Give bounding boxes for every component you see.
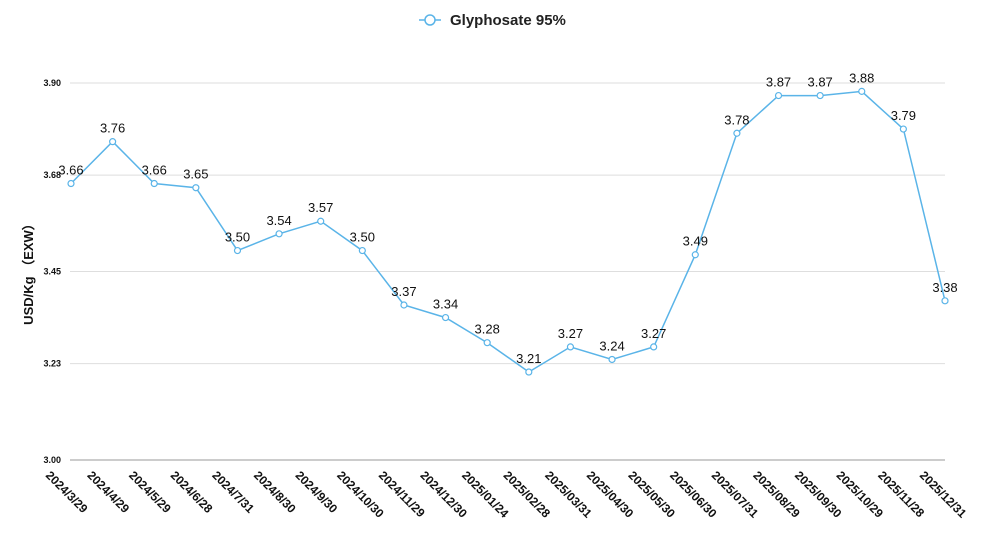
data-label: 3.37 (391, 284, 416, 299)
data-label: 3.24 (599, 338, 624, 353)
legend-label: Glyphosate 95% (450, 12, 566, 29)
data-point (816, 91, 824, 100)
legend: Glyphosate 95% (419, 12, 566, 29)
grid-lines (70, 82, 945, 461)
y-tick-label: 3.00 (43, 455, 61, 465)
data-point (858, 87, 866, 95)
data-label: 3.88 (849, 70, 874, 85)
data-point (358, 246, 366, 255)
x-tick-label: 2024/8/30 (251, 468, 299, 516)
data-labels: 3.66 3.76 3.66 3.65 3.50 3.54 3.57 3.50 3.37 3.34… (58, 70, 957, 366)
x-tick-label: 2024/6/28 (168, 468, 216, 516)
data-label: 3.27 (558, 326, 583, 341)
data-label: 3.78 (724, 112, 749, 127)
series-line (70, 90, 946, 373)
data-label: 3.54 (266, 213, 291, 228)
data-label: 3.87 (807, 75, 832, 90)
data-point (566, 343, 575, 351)
y-axis-ticks: 3.00 3.23 3.45 3.68 3.90 (43, 78, 61, 465)
data-point (691, 251, 699, 259)
data-label: 3.34 (433, 297, 458, 312)
data-point (275, 230, 283, 238)
y-tick-label: 3.68 (43, 170, 61, 180)
data-point (233, 246, 242, 255)
x-tick-label: 2024/4/29 (84, 468, 132, 516)
data-label: 3.66 (58, 163, 83, 178)
data-point (400, 301, 408, 309)
x-tick-label: 2024/3/29 (43, 468, 91, 516)
data-label: 3.50 (225, 230, 250, 245)
data-point (67, 179, 75, 188)
data-point (441, 313, 450, 322)
data-point (650, 343, 658, 351)
data-point (150, 179, 158, 188)
data-label: 3.57 (308, 200, 333, 215)
data-label: 3.27 (641, 326, 666, 341)
data-label: 3.21 (516, 351, 541, 366)
data-label: 3.79 (891, 108, 916, 123)
data-point (941, 297, 949, 305)
data-point (899, 125, 907, 133)
x-axis-ticks: 2024/3/292024/4/292024/5/292024/6/282024… (43, 468, 970, 521)
data-label: 3.38 (932, 280, 957, 295)
x-tick-label: 2024/7/31 (209, 468, 257, 516)
data-label: 3.66 (142, 163, 167, 178)
data-point (525, 368, 533, 376)
data-point (483, 339, 491, 347)
data-point (733, 129, 741, 137)
data-label: 3.65 (183, 167, 208, 182)
data-label: 3.28 (475, 322, 500, 337)
data-point (774, 91, 783, 100)
data-label: 3.87 (766, 75, 791, 90)
data-label: 3.50 (350, 230, 375, 245)
data-point (109, 138, 117, 146)
series-layer (67, 87, 949, 376)
x-tick-label: 2025/12/31 (917, 468, 970, 521)
x-tick-label: 2024/9/30 (293, 468, 341, 516)
y-tick-label: 3.23 (43, 359, 61, 369)
y-tick-label: 3.90 (43, 78, 61, 88)
y-axis-label: USD/Kg （EXW） (21, 217, 36, 325)
data-label: 3.49 (683, 234, 708, 249)
data-point (317, 217, 325, 225)
y-tick-label: 3.45 (43, 267, 61, 277)
x-tick-label: 2024/5/29 (126, 468, 174, 516)
data-point (608, 355, 616, 364)
data-label: 3.76 (100, 121, 125, 136)
data-point (192, 184, 200, 192)
legend-point-marker (424, 14, 436, 26)
